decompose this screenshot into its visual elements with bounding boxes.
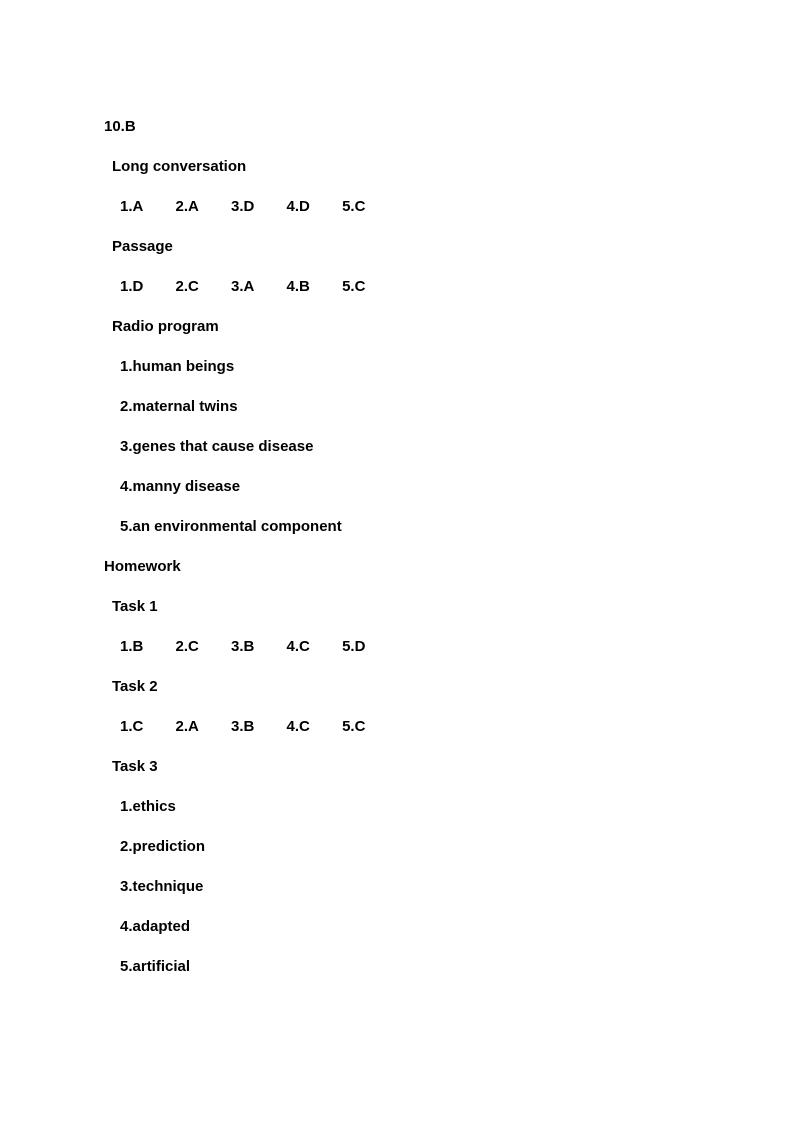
list-item: 5.an environmental component bbox=[120, 518, 793, 536]
list-item: 1.human beings bbox=[120, 358, 793, 376]
list-item: 3.genes that cause disease bbox=[120, 438, 793, 456]
task-title-1: Task 1 bbox=[112, 598, 793, 616]
answer-item: 1.A bbox=[120, 198, 143, 216]
task-title-2: Task 2 bbox=[112, 678, 793, 696]
answer-item: 1.B bbox=[120, 638, 143, 656]
answer-item: 4.D bbox=[287, 198, 310, 216]
answer-item: 2.C bbox=[176, 638, 199, 656]
answer-item: 4.C bbox=[287, 718, 310, 736]
answer-item: 1.D bbox=[120, 278, 143, 296]
list-item: 4.adapted bbox=[120, 918, 793, 936]
answers-task-1: 1.B 2.C 3.B 4.C 5.D bbox=[120, 638, 793, 656]
list-item: 1.ethics bbox=[120, 798, 793, 816]
list-item: 3.technique bbox=[120, 878, 793, 896]
answer-item: 5.C bbox=[342, 198, 365, 216]
list-item: 5.artificial bbox=[120, 958, 793, 976]
answers-long-conversation: 1.A 2.A 3.D 4.D 5.C bbox=[120, 198, 793, 216]
answer-item: 3.D bbox=[231, 198, 254, 216]
answer-item: 2.C bbox=[176, 278, 199, 296]
answer-item: 3.B bbox=[231, 638, 254, 656]
list-item: 2.prediction bbox=[120, 838, 793, 856]
answer-item: 3.A bbox=[231, 278, 254, 296]
list-item: 2.maternal twins bbox=[120, 398, 793, 416]
answer-item: 4.C bbox=[287, 638, 310, 656]
answer-item: 5.C bbox=[342, 278, 365, 296]
answer-item: 1.C bbox=[120, 718, 143, 736]
answers-task-2: 1.C 2.A 3.B 4.C 5.C bbox=[120, 718, 793, 736]
homework-title: Homework bbox=[104, 558, 793, 576]
answer-item: 5.C bbox=[342, 718, 365, 736]
answer-item: 5.D bbox=[342, 638, 365, 656]
answer-item: 2.A bbox=[176, 198, 199, 216]
answer-item: 3.B bbox=[231, 718, 254, 736]
answer-item: 2.A bbox=[176, 718, 199, 736]
section-title-radio-program: Radio program bbox=[112, 318, 793, 336]
section-title-long-conversation: Long conversation bbox=[112, 158, 793, 176]
answers-passage: 1.D 2.C 3.A 4.B 5.C bbox=[120, 278, 793, 296]
task-title-3: Task 3 bbox=[112, 758, 793, 776]
list-item: 4.manny disease bbox=[120, 478, 793, 496]
header-line: 10.B bbox=[104, 118, 793, 136]
answer-item: 4.B bbox=[287, 278, 310, 296]
section-title-passage: Passage bbox=[112, 238, 793, 256]
